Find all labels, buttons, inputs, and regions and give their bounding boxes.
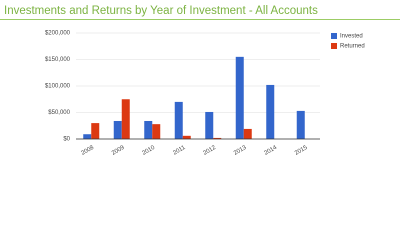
legend-swatch (331, 43, 337, 49)
x-tick-label: 2012 (202, 145, 217, 157)
x-tick-label: 2010 (141, 145, 156, 157)
y-tick-label: $200,000 (45, 31, 71, 37)
x-tick-label: 2013 (233, 145, 248, 157)
x-tick-label: 2015 (294, 145, 309, 157)
x-tick-label: 2008 (80, 145, 95, 157)
chart-title: Investments and Returns by Year of Inves… (4, 5, 318, 17)
bar (296, 110, 305, 139)
legend-swatch (331, 33, 337, 39)
bar (235, 56, 244, 139)
bar (144, 120, 153, 139)
legend-label: Invested (340, 34, 363, 40)
bar (91, 123, 100, 139)
bar (113, 120, 122, 139)
x-tick-label: 2011 (172, 145, 187, 157)
y-tick-label: $100,000 (45, 84, 71, 90)
bar (213, 137, 222, 139)
bar (174, 101, 183, 139)
legend-label: Returned (340, 44, 365, 50)
bar (152, 124, 161, 139)
bar (266, 84, 275, 139)
bar (243, 128, 252, 139)
x-tick-label: 2014 (263, 145, 278, 157)
y-tick-label: $50,000 (48, 110, 70, 116)
bar (83, 134, 92, 139)
x-tick-label: 2009 (111, 145, 126, 157)
bar (205, 111, 214, 139)
chart: Investments and Returns by Year of Inves… (0, 5, 400, 157)
bar (121, 99, 130, 139)
y-tick-label: $150,000 (45, 57, 71, 63)
bar (182, 135, 191, 139)
y-tick-label: $0 (63, 137, 70, 143)
